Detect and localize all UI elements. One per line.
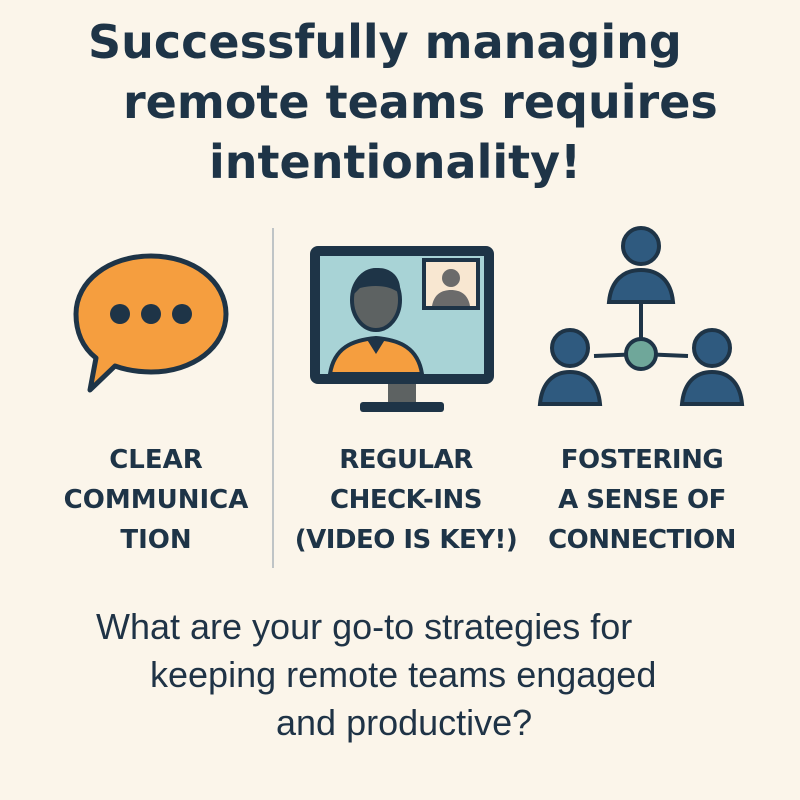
- pillar-2-line-3: (VIDEO IS KEY!): [294, 525, 518, 555]
- team-network-icon: [536, 224, 746, 410]
- headline-line-2: remote teams requires: [123, 75, 718, 129]
- headline-line-1: Successfully managing: [88, 15, 682, 69]
- pillar-2-line-1: REGULAR: [339, 445, 473, 475]
- pillar-1-line-3: TION: [120, 525, 192, 555]
- pillar-label-connection: FOSTERING A SENSE OF CONNECTION: [526, 440, 758, 560]
- video-call-icon: [304, 240, 500, 416]
- pillar-label-regular-check-ins: REGULAR CHECK-INS (VIDEO IS KEY!): [290, 440, 522, 560]
- pillar-label-clear-communication: CLEAR COMMUNICA TION: [40, 440, 272, 560]
- pillar-3-line-2: A SENSE OF: [558, 485, 726, 515]
- question-line-3: and productive?: [276, 702, 533, 743]
- headline-line-3: intentionality!: [209, 135, 582, 189]
- question-line-2: keeping remote teams engaged: [150, 654, 657, 695]
- question-line-1: What are your go-to strategies for: [96, 606, 633, 647]
- pillar-2-line-2: CHECK-INS: [329, 485, 483, 515]
- pillar-1-line-1: CLEAR: [109, 445, 203, 475]
- pillar-3-line-3: CONNECTION: [548, 525, 736, 555]
- pillar-1-line-2: COMMUNICA: [63, 485, 249, 515]
- pillar-3-line-1: FOSTERING: [560, 445, 724, 475]
- divider: [272, 228, 274, 568]
- speech-bubble-icon: [68, 248, 234, 398]
